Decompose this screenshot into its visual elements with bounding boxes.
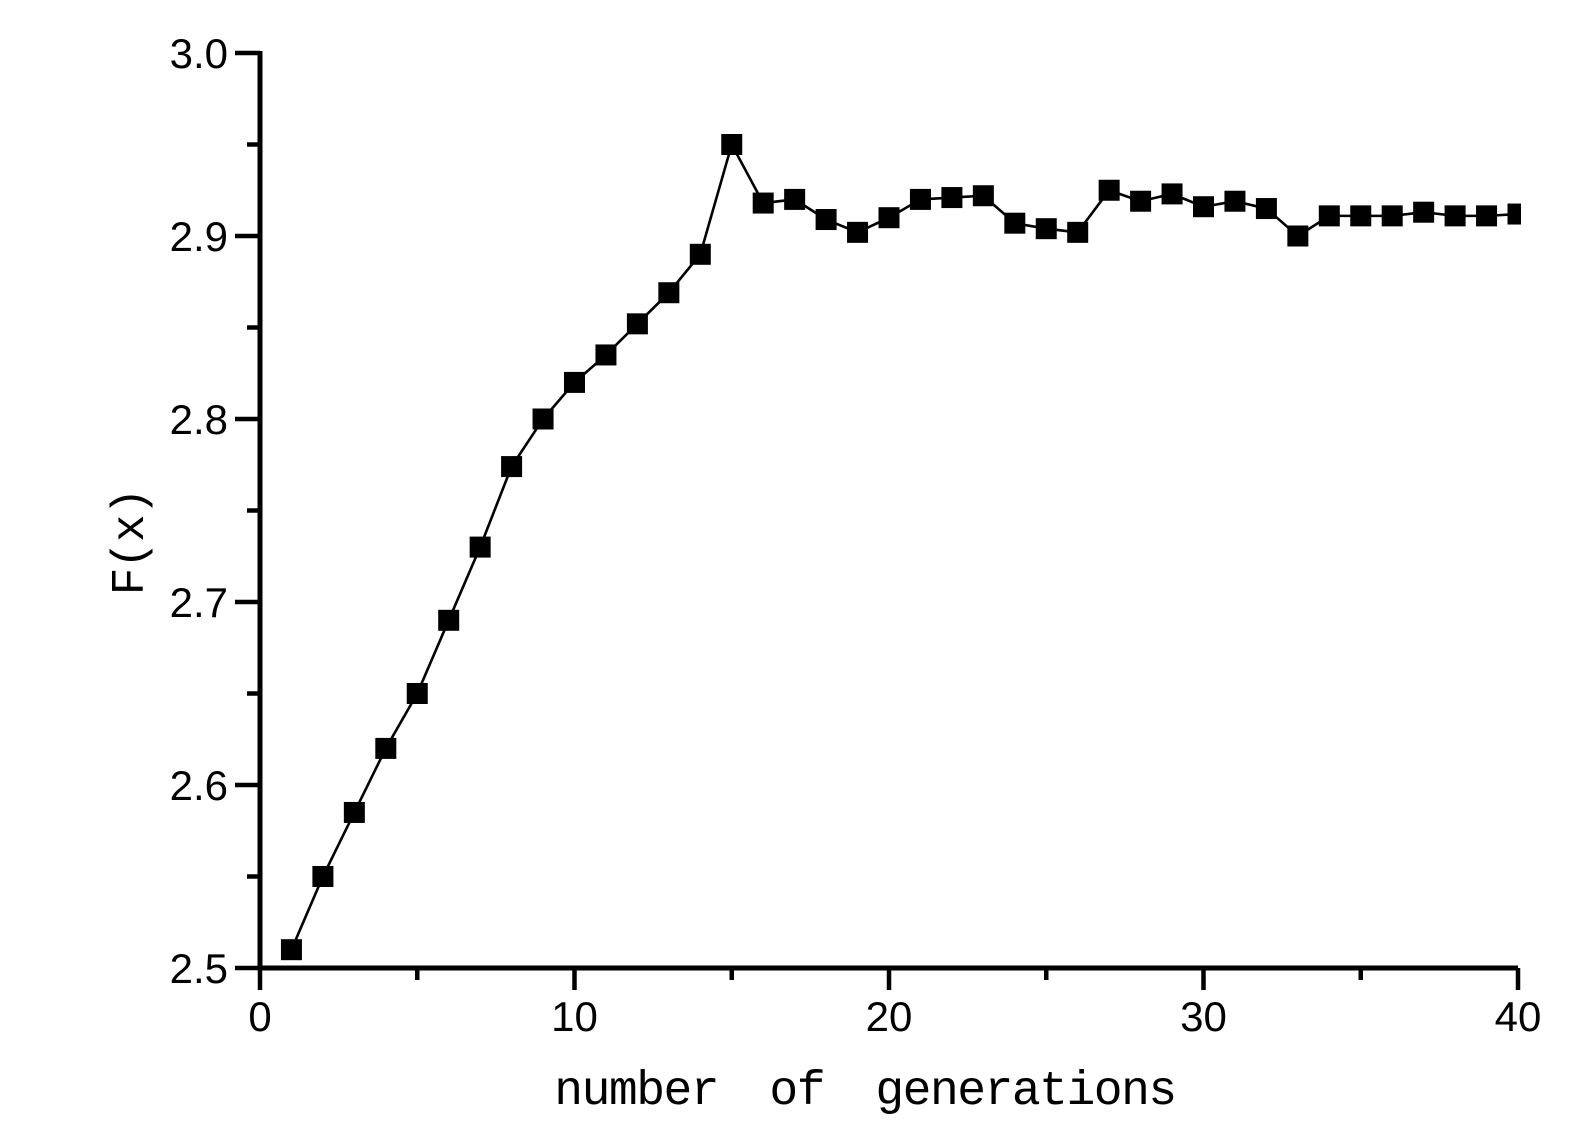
data-point-marker (312, 866, 334, 887)
data-point-marker (501, 456, 523, 478)
data-point-marker (1161, 183, 1183, 205)
data-point-marker (1004, 212, 1026, 234)
data-point-marker (752, 192, 774, 214)
x-tick-label: 20 (866, 993, 913, 1040)
data-point-marker (1224, 190, 1246, 212)
data-point-marker (847, 221, 869, 243)
data-point-marker (438, 609, 460, 631)
data-point-marker (626, 313, 648, 335)
data-series (280, 134, 1521, 961)
data-point-marker (878, 207, 900, 229)
data-point-marker (784, 188, 806, 210)
data-point-marker (375, 737, 397, 759)
data-point-marker (689, 243, 711, 265)
x-axis-title: number of generations (554, 1065, 1175, 1119)
axis-ticks (235, 50, 1521, 990)
data-point-marker (1476, 205, 1498, 227)
y-tick-label: 2.8 (170, 396, 228, 443)
data-point-marker (941, 187, 963, 209)
data-point-marker (1130, 190, 1152, 212)
data-point-marker (564, 371, 585, 393)
data-point-marker (1413, 201, 1435, 223)
data-point-marker (1287, 225, 1309, 247)
data-point-marker (721, 134, 743, 155)
x-tick-label: 10 (551, 993, 598, 1040)
data-point-marker (406, 683, 428, 704)
data-point-marker (343, 801, 365, 823)
data-point-marker (1255, 198, 1277, 220)
x-tick-label: 30 (1180, 993, 1227, 1040)
x-tick-label: 40 (1495, 993, 1542, 1040)
data-point-marker (972, 185, 994, 207)
y-axis-title: F(x) (105, 489, 157, 595)
data-point-marker (469, 536, 491, 558)
data-point-marker (280, 939, 302, 961)
data-point-marker (1318, 205, 1340, 227)
data-point-marker (532, 408, 554, 430)
data-point-marker (595, 344, 617, 366)
y-tick-label: 2.9 (170, 213, 228, 260)
data-point-marker (658, 282, 680, 304)
data-point-marker (1381, 205, 1403, 227)
x-tick-label: 0 (248, 993, 271, 1040)
data-point-marker (1193, 196, 1214, 218)
data-point-marker (1507, 203, 1521, 225)
data-point-marker (1098, 179, 1120, 201)
y-tick-label: 2.6 (170, 762, 228, 809)
data-point-marker (815, 209, 837, 231)
data-point-marker (1067, 221, 1089, 243)
y-tick-label: 3.0 (170, 30, 228, 77)
y-tick-label: 2.5 (170, 945, 228, 992)
data-point-marker (909, 188, 931, 210)
y-tick-label: 2.7 (170, 579, 228, 626)
series-connector-line (290, 141, 1519, 951)
axis-tick-labels: 2.5 2.6 2.7 2.8 2.9 3.0 0 10 20 30 40 (170, 30, 1542, 1040)
data-point-marker (1444, 205, 1466, 227)
data-point-marker (1035, 218, 1057, 240)
data-point-marker (1350, 205, 1372, 227)
